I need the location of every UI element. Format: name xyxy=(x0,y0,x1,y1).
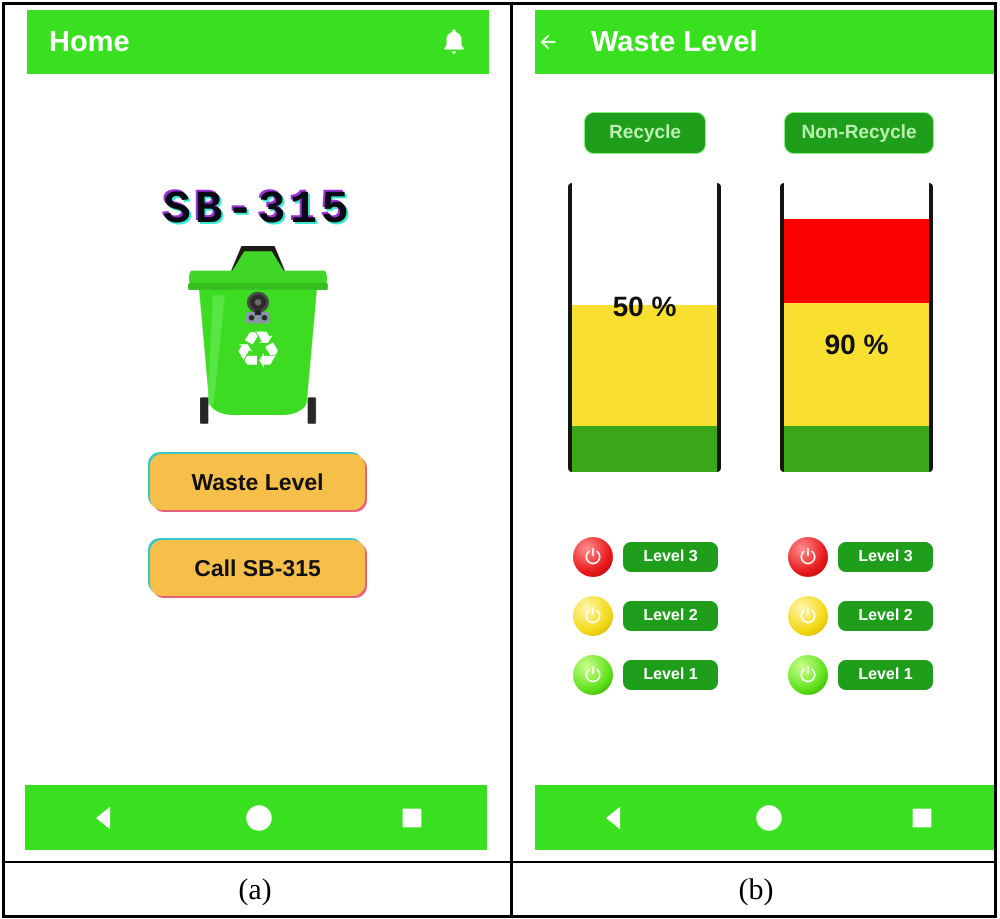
svg-text:♻: ♻ xyxy=(234,322,282,379)
